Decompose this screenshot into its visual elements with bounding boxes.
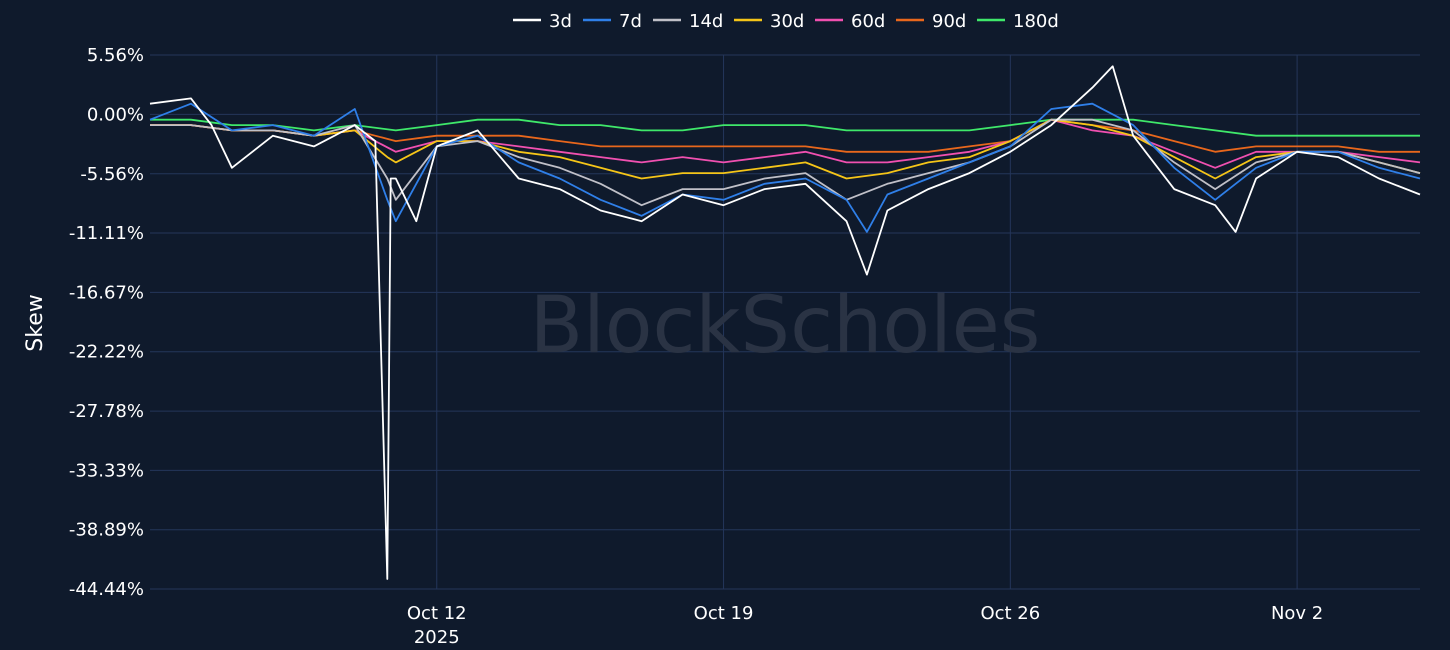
x-axis-ticks: Oct 12 2025 Oct 19 Oct 26 Nov 2 xyxy=(407,603,1323,648)
legend-label: 7d xyxy=(619,11,642,32)
y-tick-label: -38.89% xyxy=(69,520,144,541)
legend-label: 14d xyxy=(689,11,723,32)
legend-item-30d[interactable]: 30d xyxy=(734,11,804,32)
grid xyxy=(150,54,1420,590)
series-line-90d xyxy=(150,118,1420,153)
legend-item-90d[interactable]: 90d xyxy=(896,11,966,32)
y-tick-label: -44.44% xyxy=(69,579,144,600)
legend-item-60d[interactable]: 60d xyxy=(815,11,885,32)
y-tick-label: 0.00% xyxy=(87,104,144,125)
y-axis-ticks: 5.56% 0.00% -5.56% -11.11% -16.67% -22.22% -27… xyxy=(69,45,144,600)
y-tick-label: -33.33% xyxy=(69,460,144,481)
legend-item-3d[interactable]: 3d xyxy=(513,11,572,32)
series-line-14d xyxy=(150,118,1421,207)
legend: 3d 7d 14d 30d 60d 90d 180d xyxy=(513,11,1059,32)
legend-label: 90d xyxy=(932,11,966,32)
y-tick-label: -27.78% xyxy=(69,401,144,422)
x-tick-label: Oct 26 xyxy=(980,603,1040,624)
legend-label: 3d xyxy=(549,11,572,32)
series-line-7d xyxy=(149,102,1421,233)
series-line-60d xyxy=(150,118,1421,169)
y-tick-label: -11.11% xyxy=(69,223,144,244)
x-tick-label: Nov 2 xyxy=(1271,603,1323,624)
legend-item-180d[interactable]: 180d xyxy=(977,11,1059,32)
series-lines xyxy=(149,65,1421,580)
legend-label: 30d xyxy=(770,11,804,32)
x-tick-sublabel: 2025 xyxy=(414,627,460,648)
y-tick-label: -16.67% xyxy=(69,282,144,303)
series-line-3d xyxy=(149,65,1421,580)
y-tick-label: -5.56% xyxy=(80,164,144,185)
y-tick-label: -22.22% xyxy=(69,342,144,363)
legend-item-14d[interactable]: 14d xyxy=(653,11,723,32)
legend-item-7d[interactable]: 7d xyxy=(583,11,642,32)
y-axis-title: Skew xyxy=(23,294,48,351)
legend-label: 180d xyxy=(1013,11,1059,32)
x-tick-label: Oct 12 xyxy=(407,603,467,624)
y-tick-label: 5.56% xyxy=(87,45,144,66)
legend-label: 60d xyxy=(851,11,885,32)
x-tick-label: Oct 19 xyxy=(694,603,754,624)
watermark: BlockScholes xyxy=(530,281,1041,371)
